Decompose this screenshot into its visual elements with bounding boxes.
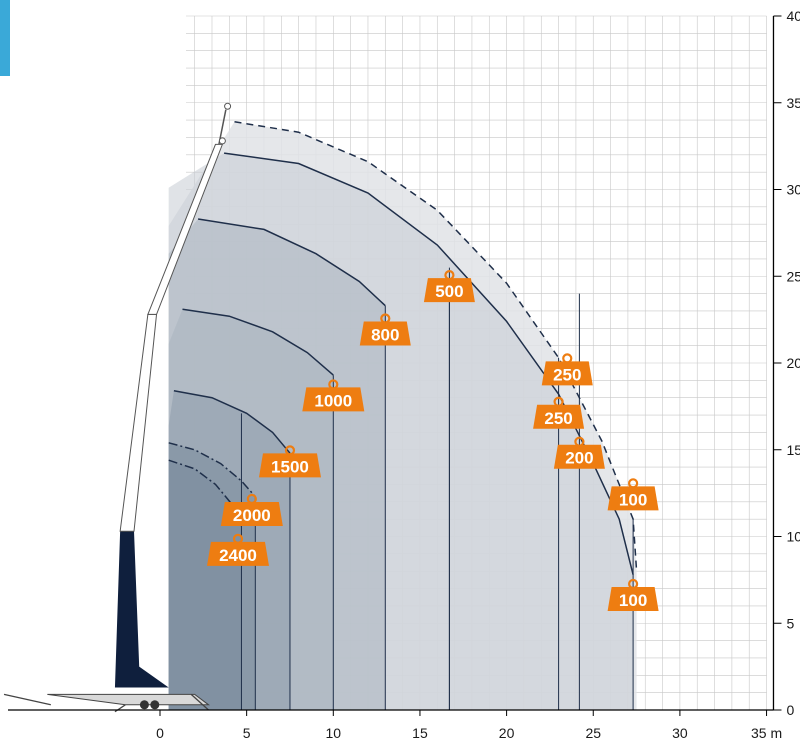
- wheel: [139, 700, 149, 710]
- badge-weight-shape: [607, 486, 659, 511]
- load-badge-100: 100: [607, 478, 659, 511]
- x-tick-label: 25: [585, 725, 601, 741]
- badge-weight-shape: [220, 501, 283, 526]
- boom-tip-pulley: [218, 137, 226, 145]
- load-badge-2400: 2400: [206, 533, 269, 566]
- corner-accent-bar: [0, 0, 10, 76]
- badge-load-value: 2000: [233, 506, 271, 525]
- load-badge-800: 800: [359, 313, 411, 346]
- load-badge-1500: 1500: [258, 445, 321, 478]
- badge-weight-shape: [607, 586, 659, 611]
- y-tick-label: 0: [786, 702, 794, 718]
- badge-weight-shape: [553, 444, 605, 469]
- badge-load-value: 250: [553, 365, 581, 384]
- badge-load-value: 2400: [219, 546, 257, 565]
- badge-weight-shape: [423, 278, 475, 303]
- crane-base-mast: [114, 531, 169, 688]
- y-tick-label: 10: [786, 529, 800, 545]
- crane-chassis: [47, 693, 211, 706]
- badge-load-value: 1000: [314, 391, 352, 410]
- load-badge-1000: 1000: [302, 379, 365, 412]
- x-tick-label: 15: [412, 725, 428, 741]
- badge-hook: [562, 353, 573, 364]
- badge-load-value: 500: [435, 282, 463, 301]
- jib-tip-pulley: [224, 102, 232, 110]
- x-tick-label: 5: [243, 725, 251, 741]
- crane-main-boom: [119, 313, 158, 532]
- y-tick-label: 30: [786, 182, 800, 198]
- load-badge-2000: 2000: [220, 493, 283, 526]
- badge-hook: [628, 478, 639, 489]
- y-tick-label: 25: [786, 268, 800, 284]
- badge-weight-shape: [258, 453, 321, 478]
- x-tick-label: 30: [672, 725, 688, 741]
- load-badge-250: 250: [533, 396, 585, 429]
- load-badge-500: 500: [423, 270, 475, 303]
- x-tick-label: 20: [499, 725, 515, 741]
- crane-illustration: [3, 102, 232, 713]
- badge-load-value: 250: [544, 409, 572, 428]
- x-tick-label: 10: [326, 725, 342, 741]
- badge-load-value: 1500: [271, 457, 309, 476]
- badge-weight-shape: [541, 361, 593, 386]
- load-badge-250: 250: [541, 353, 593, 386]
- badge-load-value: 800: [371, 326, 399, 345]
- badge-load-value: 100: [619, 591, 647, 610]
- load-curve-2000: [168, 442, 256, 498]
- badge-weight-shape: [359, 321, 411, 346]
- y-tick-label: 35: [786, 95, 800, 111]
- x-tick-label: 35 m: [751, 725, 782, 741]
- badge-weight-shape: [302, 387, 365, 412]
- y-tick-label: 15: [786, 442, 800, 458]
- y-tick-label: 40: [786, 8, 800, 24]
- x-tick-label: 0: [156, 725, 164, 741]
- badge-weight-shape: [533, 404, 585, 429]
- y-tick-label: 20: [786, 355, 800, 371]
- wheel: [150, 700, 160, 710]
- load-curve-1000: [182, 308, 334, 376]
- load-curve-800: [197, 218, 386, 307]
- badge-load-value: 200: [565, 449, 593, 468]
- load-badge-100: 100: [607, 578, 659, 611]
- y-tick-label: 5: [786, 615, 794, 631]
- load-badges: 2400 2000 1500 1000 800 500 250 250 200 100 100: [206, 270, 659, 611]
- load-badge-200: 200: [553, 436, 605, 469]
- badge-weight-shape: [206, 541, 269, 566]
- badge-load-value: 100: [619, 490, 647, 509]
- load-curve-1500: [173, 390, 291, 454]
